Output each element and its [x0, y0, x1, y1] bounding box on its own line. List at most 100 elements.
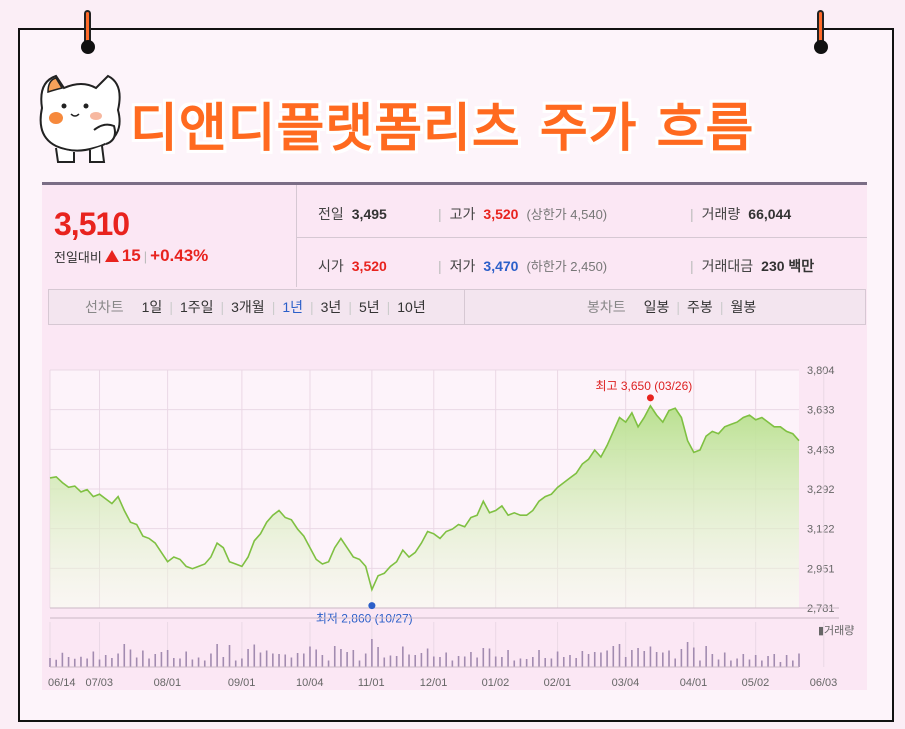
volume-bar: [488, 648, 491, 667]
stat-amount: | 거래대금 230 백만: [690, 256, 814, 276]
min-label: 최저 2,860 (10/27): [316, 612, 413, 626]
volume-legend: ▮거래량: [818, 624, 854, 637]
y-tick-label: 3,463: [807, 444, 835, 456]
divider: [464, 290, 465, 324]
tab-divider: |: [310, 299, 314, 315]
volume-bar: [216, 644, 218, 667]
stat-value: 230 백만: [761, 258, 815, 274]
tab-line_periods-0[interactable]: 1일: [141, 299, 163, 315]
volume-bar: [302, 653, 305, 667]
max-marker: [646, 394, 654, 402]
tab-candle_periods-0[interactable]: 일봉: [643, 299, 670, 315]
page-title: 디앤디플랫폼리츠 주가 흐름: [130, 99, 755, 159]
y-tick-label: 3,804: [807, 365, 835, 377]
volume-bar: [383, 657, 386, 667]
volume-bar: [241, 658, 243, 667]
volume-bar: [451, 660, 454, 667]
stat-label: 시가: [318, 258, 344, 274]
volume-bar: [148, 658, 150, 667]
divider: [297, 237, 867, 238]
tab-line_periods-6[interactable]: 10년: [397, 299, 426, 315]
stat-low: | 저가 3,470 (하한가 2,450): [438, 256, 607, 276]
price-area: [50, 405, 799, 608]
tab-candle_periods-1[interactable]: 주봉: [687, 299, 713, 315]
volume-bar: [581, 651, 584, 667]
volume-bar: [662, 652, 664, 667]
volume-bar: [117, 653, 119, 667]
tab-line_periods-1[interactable]: 1주일: [179, 299, 214, 315]
volume-bar: [135, 657, 138, 667]
volume-bar: [593, 652, 596, 667]
line-chart-tabs: 선차트 1일 | 1주일 | 3개월 | 1년 | 3년 | 5년 | 10년: [85, 290, 430, 324]
tab-divider: |: [348, 299, 352, 315]
binder-ring-right: [814, 10, 828, 54]
x-tick-label: 07/03: [86, 677, 114, 689]
volume-bar: [692, 647, 695, 667]
volume-bar: [173, 658, 175, 667]
volume-bar: [154, 654, 157, 667]
volume-bar: [166, 650, 169, 667]
volume-bar: [637, 648, 639, 667]
volume-bar: [296, 653, 299, 667]
volume-bar: [333, 646, 336, 667]
y-tick-label: 3,633: [807, 405, 835, 417]
volume-bar: [699, 660, 701, 667]
stat-label: 거래대금: [701, 258, 754, 274]
volume-bar: [606, 650, 608, 667]
tab-candle_periods-2[interactable]: 월봉: [730, 299, 757, 315]
x-tick-label: 05/02: [742, 677, 770, 689]
tab-line_periods-2[interactable]: 3개월: [231, 299, 265, 315]
volume-bar: [259, 652, 262, 667]
volume-bar: [754, 655, 757, 667]
volume-bar: [556, 651, 559, 667]
volume-bar: [346, 652, 348, 667]
volume-bar: [612, 646, 615, 667]
volume-bar: [414, 655, 417, 667]
divider: [296, 185, 297, 287]
volume-bar: [408, 654, 410, 667]
volume-bar: [711, 654, 714, 667]
volume-bar: [321, 655, 324, 667]
volume-bar: [742, 654, 745, 667]
binder-ring-left: [81, 10, 95, 54]
volume-bar: [278, 654, 280, 667]
volume-bar: [785, 655, 788, 667]
volume-bar: [445, 652, 447, 667]
volume-bar: [550, 658, 553, 667]
volume-bar: [538, 650, 540, 667]
volume-bar: [569, 655, 571, 667]
volume-bar: [624, 657, 627, 667]
volume-bar: [649, 646, 652, 667]
volume-bar: [160, 652, 163, 667]
x-tick-label: 03/04: [612, 677, 640, 689]
volume-bar: [352, 650, 355, 667]
volume-bar: [185, 651, 187, 667]
volume-bar: [222, 657, 225, 667]
volume-bar: [253, 644, 256, 667]
volume-bar: [402, 646, 404, 667]
candle-chart-label: 봉차트: [587, 299, 626, 315]
volume-bar: [525, 659, 528, 667]
x-tick-label: 08/01: [154, 677, 182, 689]
volume-bar: [674, 658, 676, 667]
volume-bar: [501, 657, 503, 667]
volume-bar: [49, 658, 51, 667]
volume-bar: [129, 649, 132, 667]
tab-line_periods-5[interactable]: 5년: [358, 299, 380, 315]
change-label: 전일대비: [54, 249, 102, 265]
tab-divider: |: [719, 299, 724, 315]
volume-bar: [562, 657, 565, 667]
volume-bar: [618, 644, 621, 667]
change-percent: +0.43%: [150, 246, 209, 265]
y-tick-label: 2,951: [807, 563, 835, 575]
volume-bar: [519, 658, 522, 667]
stat-value: 3,520: [351, 258, 387, 274]
stat-value: 3,470: [483, 258, 519, 274]
tab-line_periods-4[interactable]: 3년: [320, 299, 342, 315]
y-tick-label: 3,292: [807, 484, 835, 496]
tab-line_periods-3[interactable]: 1년: [282, 299, 303, 315]
volume-bar: [513, 660, 516, 667]
volume-bar: [730, 660, 732, 667]
volume-bar: [67, 657, 70, 667]
volume-bar: [364, 653, 367, 667]
